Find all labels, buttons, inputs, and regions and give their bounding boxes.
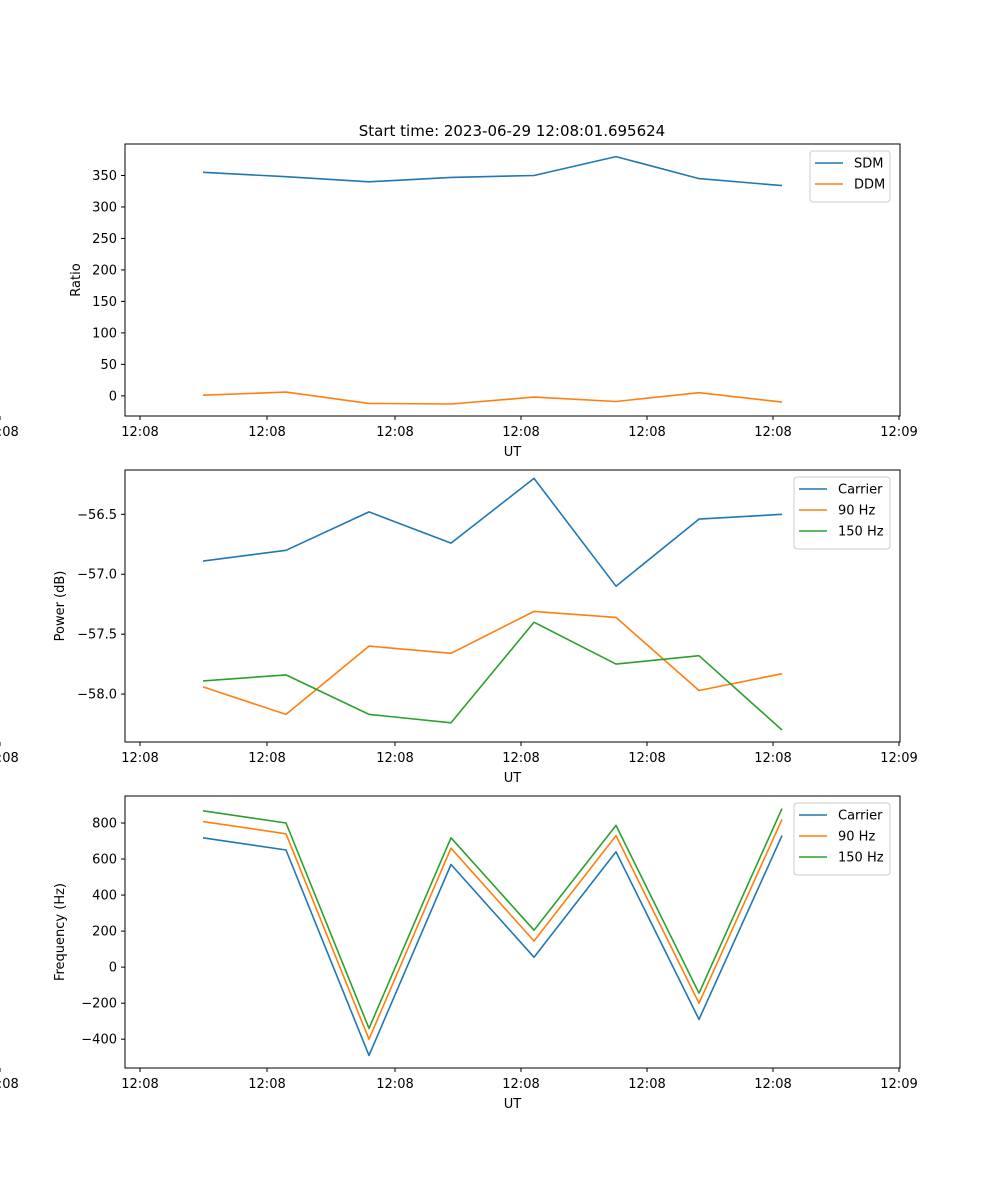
- x-axis-ticks: 12:08 12:08 12:08 12:08 12:08 12:08 12:08 12:09: [0, 742, 918, 766]
- series-line-carrier: [202, 835, 783, 1057]
- x-tick-label: 12:08: [502, 425, 539, 440]
- y-tick-label: 50: [100, 358, 117, 373]
- chart-title: Start time: 2023-06-29 12:08:01.695624: [359, 122, 665, 140]
- x-tick-label: 12:08: [121, 1077, 158, 1092]
- y-tick-label: 800: [92, 817, 117, 832]
- x-tick-label: 12:08: [376, 425, 413, 440]
- x-tick-label: 12:08: [376, 1077, 413, 1092]
- x-tick-label: 12:08: [0, 1077, 19, 1092]
- y-tick-label: 0: [109, 961, 117, 976]
- plot-frame: [124, 143, 901, 417]
- series-line-150-hz: [202, 808, 783, 1030]
- plot-lines: [202, 477, 783, 731]
- x-tick-label: 12:08: [754, 751, 791, 766]
- y-tick-label: −56.5: [77, 508, 117, 523]
- x-tick-label: 12:08: [376, 751, 413, 766]
- y-tick-label: 350: [92, 169, 117, 184]
- ratio-panel: Start time: 2023-06-29 12:08:01.695624 0…: [0, 122, 918, 460]
- x-tick-label: 12:08: [0, 425, 19, 440]
- y-tick-label: −58.0: [77, 688, 117, 703]
- plot-frame: [124, 469, 901, 743]
- x-tick-label: 12:08: [121, 751, 158, 766]
- legend-entry-label: DDM: [854, 178, 885, 193]
- plot-lines: [202, 155, 783, 405]
- legend: Carrier 90 Hz 150 Hz: [793, 802, 891, 876]
- x-tick-label: 12:08: [248, 425, 285, 440]
- legend-entry-label: Carrier: [838, 809, 883, 824]
- legend-entry-label: Carrier: [838, 483, 883, 498]
- y-tick-label: 300: [92, 200, 117, 215]
- x-axis-ticks: 12:08 12:08 12:08 12:08 12:08 12:08 12:08 12:09: [0, 416, 918, 440]
- series-line-carrier: [202, 477, 783, 588]
- x-axis-label: UT: [504, 445, 522, 460]
- y-tick-label: 0: [109, 389, 117, 404]
- series-line-90-hz: [202, 819, 783, 1040]
- x-axis-label: UT: [504, 771, 522, 786]
- x-tick-label: 12:08: [754, 1077, 791, 1092]
- x-tick-label: 12:08: [502, 751, 539, 766]
- y-tick-label: −57.5: [77, 628, 117, 643]
- legend-entry-label: 90 Hz: [838, 504, 875, 519]
- series-line-sdm: [202, 155, 783, 187]
- x-tick-label: 12:08: [248, 751, 285, 766]
- power-panel: −58.0−57.5−57.0−56.5 12:08 12:08 12:08 12:0…: [0, 469, 918, 786]
- legend-entry-label: SDM: [854, 157, 883, 172]
- x-tick-label: 12:08: [628, 425, 665, 440]
- x-tick-label: 12:08: [502, 1077, 539, 1092]
- legend-entry-label: 150 Hz: [838, 851, 884, 866]
- x-tick-label: 12:08: [628, 1077, 665, 1092]
- x-axis-ticks: 12:08 12:08 12:08 12:08 12:08 12:08 12:08 12:09: [0, 1068, 918, 1092]
- x-axis-label: UT: [504, 1097, 522, 1112]
- legend: SDM DDM: [809, 150, 891, 203]
- x-tick-label: 12:09: [880, 751, 917, 766]
- legend: Carrier 90 Hz 150 Hz: [793, 476, 891, 550]
- y-tick-label: 100: [92, 326, 117, 341]
- y-axis-ticks: −400 −200 0 200 400 600 800: [81, 817, 125, 1048]
- y-tick-label: 150: [92, 295, 117, 310]
- x-tick-label: 12:09: [880, 1077, 917, 1092]
- legend-entry-label: 150 Hz: [838, 525, 884, 540]
- x-tick-label: 12:09: [880, 425, 917, 440]
- x-tick-label: 12:08: [628, 751, 665, 766]
- y-tick-label: −400: [81, 1033, 117, 1048]
- y-axis-ticks: 0 50 100 150 200 250 300 350: [92, 169, 125, 404]
- y-tick-label: −200: [81, 997, 117, 1012]
- y-axis-label: Frequency (Hz): [53, 883, 68, 981]
- series-line-150-hz: [202, 621, 783, 731]
- series-line-90-hz: [202, 610, 783, 716]
- y-axis-ticks: −58.0 −57.5 −57.0 −56.5: [77, 508, 125, 703]
- plot-lines: [202, 808, 783, 1057]
- x-tick-label: 12:08: [754, 425, 791, 440]
- y-tick-label: 200: [92, 263, 117, 278]
- legend-entry-label: 90 Hz: [838, 830, 875, 845]
- y-tick-label: 200: [92, 925, 117, 940]
- x-tick-label: 12:08: [0, 751, 19, 766]
- y-tick-label: −57.0: [77, 568, 117, 583]
- y-tick-label: 250: [92, 232, 117, 247]
- y-axis-label: Ratio: [69, 263, 84, 296]
- y-tick-label: 400: [92, 889, 117, 904]
- x-tick-label: 12:08: [121, 425, 158, 440]
- plot-frame: [124, 795, 901, 1069]
- x-tick-label: 12:08: [248, 1077, 285, 1092]
- y-tick-label: 600: [92, 853, 117, 868]
- series-line-ddm: [202, 391, 783, 405]
- y-axis-label: Power (dB): [53, 571, 68, 642]
